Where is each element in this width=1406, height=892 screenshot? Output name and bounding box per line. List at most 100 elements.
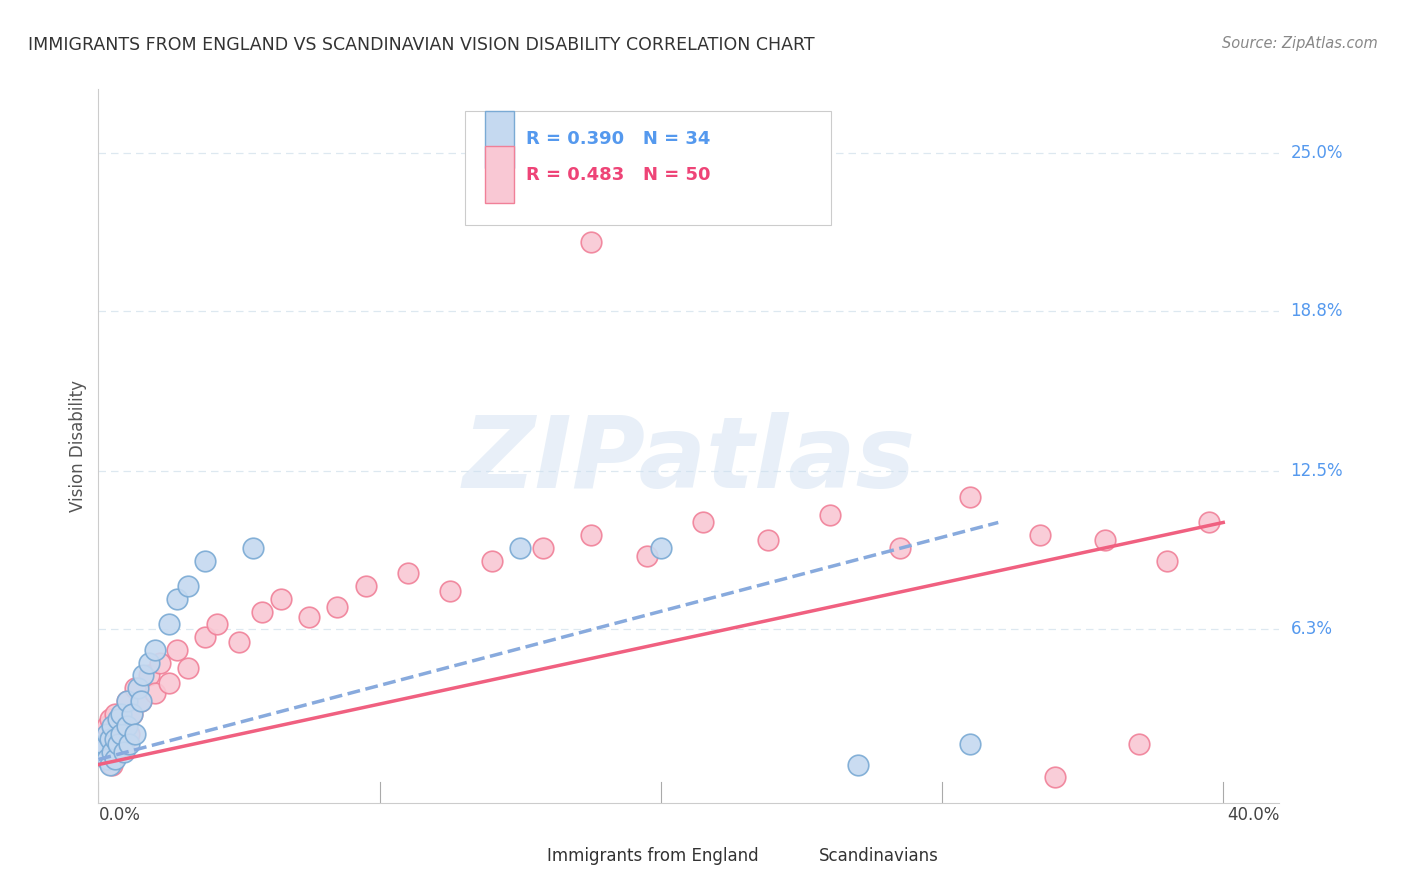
Point: [579, 528, 602, 542]
Point: [98, 712, 121, 726]
Point: [118, 737, 141, 751]
Point: [650, 541, 672, 555]
Point: [110, 719, 132, 733]
Point: [93, 727, 115, 741]
Point: [270, 591, 292, 606]
Point: [354, 579, 377, 593]
Point: [579, 235, 602, 249]
Point: [1029, 528, 1052, 542]
Point: [166, 643, 188, 657]
Point: [104, 732, 127, 747]
Point: [101, 745, 124, 759]
Point: [112, 737, 135, 751]
Point: [138, 656, 160, 670]
Point: [104, 745, 127, 759]
Text: IMMIGRANTS FROM ENGLAND VS SCANDINAVIAN VISION DISABILITY CORRELATION CHART: IMMIGRANTS FROM ENGLAND VS SCANDINAVIAN …: [28, 36, 814, 54]
Point: [157, 676, 180, 690]
Point: [166, 591, 188, 606]
Point: [509, 541, 531, 555]
Point: [157, 617, 180, 632]
Point: [104, 752, 127, 766]
Point: [96, 719, 118, 733]
Point: [129, 694, 152, 708]
Text: Immigrants from England: Immigrants from England: [547, 847, 759, 865]
Point: [439, 584, 461, 599]
Point: [110, 706, 132, 721]
Point: [138, 668, 160, 682]
Point: [959, 490, 981, 504]
Point: [889, 541, 911, 555]
Point: [143, 686, 166, 700]
Point: [326, 599, 349, 614]
Point: [692, 516, 714, 530]
Bar: [485, 111, 515, 168]
Point: [96, 752, 118, 766]
Text: 18.8%: 18.8%: [1291, 301, 1343, 320]
Point: [96, 752, 118, 766]
Point: [143, 643, 166, 657]
Point: [96, 727, 118, 741]
Point: [93, 745, 115, 759]
Point: [115, 694, 138, 708]
Text: ZIPatlas: ZIPatlas: [463, 412, 915, 508]
Point: [107, 737, 129, 751]
Point: [177, 579, 200, 593]
Point: [98, 732, 121, 747]
Point: [93, 737, 115, 751]
Point: [121, 706, 143, 721]
Bar: [772, 840, 810, 872]
Point: [107, 712, 129, 726]
Point: [124, 727, 146, 741]
Point: [101, 727, 124, 741]
Text: 12.5%: 12.5%: [1291, 462, 1343, 481]
Point: [124, 681, 146, 695]
Point: [1094, 533, 1116, 548]
Point: [959, 737, 981, 751]
Point: [194, 554, 217, 568]
Point: [127, 681, 149, 695]
Point: [107, 732, 129, 747]
Point: [98, 757, 121, 772]
Point: [1043, 770, 1066, 784]
Text: R = 0.483   N = 50: R = 0.483 N = 50: [526, 166, 710, 184]
Point: [1198, 516, 1220, 530]
Point: [846, 757, 869, 772]
Text: 6.3%: 6.3%: [1291, 621, 1333, 639]
Point: [98, 737, 121, 751]
Text: Scandinavians: Scandinavians: [818, 847, 939, 865]
Point: [115, 694, 138, 708]
Point: [636, 549, 658, 563]
Point: [481, 554, 503, 568]
Point: [205, 617, 228, 632]
Point: [101, 757, 124, 772]
Point: [818, 508, 841, 522]
Bar: [485, 146, 515, 203]
Point: [101, 719, 124, 733]
Text: 0.0%: 0.0%: [98, 806, 141, 824]
Point: [1128, 737, 1150, 751]
Point: [115, 719, 138, 733]
Point: [228, 635, 250, 649]
Text: 25.0%: 25.0%: [1291, 144, 1343, 162]
Point: [242, 541, 264, 555]
Point: [177, 661, 200, 675]
Point: [1156, 554, 1178, 568]
Point: [250, 605, 273, 619]
Point: [756, 533, 779, 548]
Text: 40.0%: 40.0%: [1227, 806, 1279, 824]
Point: [194, 630, 217, 644]
FancyBboxPatch shape: [464, 111, 831, 225]
Point: [121, 706, 143, 721]
Point: [110, 727, 132, 741]
Text: R = 0.390   N = 34: R = 0.390 N = 34: [526, 130, 710, 148]
Y-axis label: Vision Disability: Vision Disability: [69, 380, 87, 512]
Point: [132, 668, 155, 682]
Point: [396, 566, 419, 581]
Point: [90, 745, 112, 759]
Point: [129, 694, 152, 708]
Text: Source: ZipAtlas.com: Source: ZipAtlas.com: [1222, 36, 1378, 51]
Bar: [501, 840, 537, 872]
Point: [90, 732, 112, 747]
Point: [112, 745, 135, 759]
Point: [118, 727, 141, 741]
